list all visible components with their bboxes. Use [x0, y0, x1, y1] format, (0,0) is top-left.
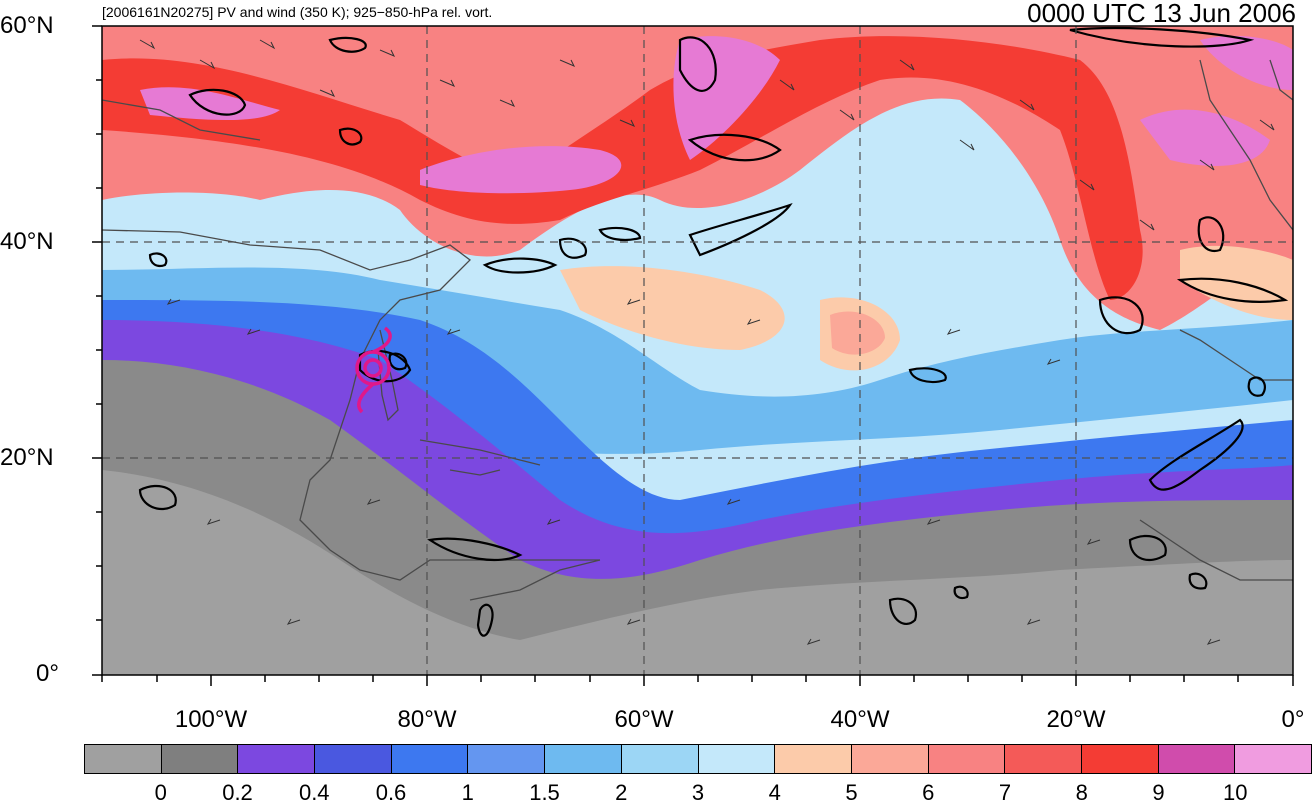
pv-colorbar [84, 744, 1312, 774]
colorbar-box [928, 745, 1006, 773]
colorbar-tick-label: 7 [998, 780, 1012, 805]
colorbar-tick-label: 0 [154, 780, 167, 805]
colorbar-box [698, 745, 776, 773]
vorticity-contours [138, 26, 1289, 637]
colorbar-box [238, 745, 316, 773]
colorbar-tick-label: 10 [1223, 780, 1248, 805]
valid-time: 0000 UTC 13 Jun 2006 [1027, 0, 1296, 28]
colorbar-tick-label: 2 [615, 780, 628, 805]
storm-track-marker [355, 326, 392, 414]
pv-pink-patch [830, 311, 885, 355]
colorbar-box [1158, 745, 1236, 773]
pv-very-high-region [102, 36, 1143, 300]
map-subtitle: [2006161N20275] PV and wind (350 K); 925… [102, 4, 493, 20]
colorbar-tick-label: 8 [1075, 780, 1088, 805]
colorbar-tick-label: 0.6 [375, 780, 407, 805]
colorbar-box [545, 745, 622, 773]
pv-low-blue-band [102, 300, 1293, 568]
colorbar-tick-label: 6 [922, 780, 935, 805]
pv-pale-patch [560, 245, 1293, 371]
lon-label-100w: 100°W [174, 706, 248, 733]
pv-lowest-region [102, 470, 1293, 675]
lon-label-60w: 60°W [614, 706, 674, 733]
coastlines [102, 59, 1293, 601]
graticule [102, 26, 1293, 675]
colorbar-tick-label: 9 [1152, 780, 1165, 805]
colorbar-box [161, 745, 239, 773]
colorbar-tick-label: 4 [768, 780, 781, 805]
colorbar-box [391, 745, 469, 773]
colorbar-box [1005, 745, 1082, 773]
lon-label-80w: 80°W [397, 706, 457, 733]
pv-high-region [102, 26, 1293, 330]
lat-label-20n: 20°N [0, 444, 54, 471]
pv-max-region [140, 35, 1293, 194]
colorbar-box [1081, 745, 1159, 773]
colorbar-tick-label: 0.4 [298, 780, 330, 805]
colorbar-box [468, 745, 546, 773]
lat-label-60n: 60°N [0, 12, 54, 39]
wind-barbs [139, 39, 1275, 645]
colorbar-tick-label: 3 [691, 780, 705, 805]
colorbar-tick-label: 0.2 [222, 780, 253, 805]
colorbar-tick-label: 5 [845, 780, 858, 805]
lon-label-20w: 20°W [1046, 706, 1106, 733]
colorbar-tick-label: 1 [461, 780, 474, 805]
plot-frame [92, 25, 1294, 686]
colorbar-tick-label: 1.5 [529, 780, 560, 805]
colorbar-box [621, 745, 699, 773]
colorbar-box [851, 745, 929, 773]
lon-label-0: 0° [1281, 706, 1305, 733]
lat-label-0: 0° [36, 660, 59, 687]
lon-label-40w: 40°W [830, 706, 890, 733]
colorbar-box [775, 745, 852, 773]
pv-wind-map [92, 25, 1294, 686]
lat-label-40n: 40°N [0, 228, 54, 255]
colorbar-box [1235, 745, 1311, 773]
colorbar-box [315, 745, 392, 773]
colorbar-box [85, 745, 162, 773]
